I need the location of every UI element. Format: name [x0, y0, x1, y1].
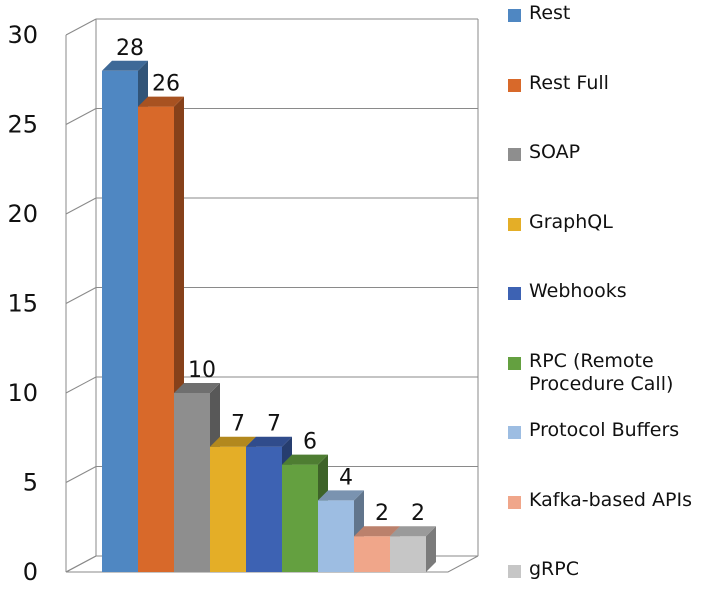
legend-swatch	[508, 78, 521, 92]
y-tick-label: 25	[7, 111, 38, 139]
legend-swatch	[508, 148, 521, 161]
y-tick-label: 15	[7, 290, 38, 318]
legend-swatch	[508, 565, 521, 578]
legend-label: Webhooks	[529, 280, 627, 302]
y-tick-label: 5	[23, 469, 38, 497]
legend-item: gRPC	[508, 558, 579, 581]
data-label: 10	[188, 358, 216, 383]
gridline-side	[65, 466, 97, 483]
legend-item: GraphQL	[508, 211, 613, 234]
data-label: 28	[116, 36, 144, 61]
bar-top	[390, 526, 436, 537]
bar-top	[210, 436, 256, 447]
legend-swatch	[508, 495, 521, 509]
bar-front	[282, 464, 318, 572]
bar-top	[354, 526, 400, 537]
data-label: 26	[152, 72, 180, 97]
legend-swatch	[508, 287, 521, 300]
bar	[138, 96, 184, 572]
y-tick-label: 0	[23, 558, 38, 586]
legend-label: Rest Full	[529, 71, 609, 94]
bar-front	[318, 500, 354, 572]
legend-label: Rest	[529, 2, 571, 24]
legend-item: RPC (Remote Procedure Call)	[508, 350, 673, 396]
gridline-side	[65, 376, 97, 394]
y-tick-label: 30	[7, 21, 38, 49]
legend-label: RPC (Remote Procedure Call)	[529, 349, 674, 395]
bars	[102, 60, 436, 573]
data-label: 6	[303, 430, 317, 455]
bar-top	[138, 96, 184, 107]
data-label: 2	[411, 501, 425, 526]
legend-label: gRPC	[529, 558, 579, 580]
bar-front	[390, 536, 426, 572]
legend-swatch	[508, 217, 521, 231]
bar-front	[138, 106, 174, 572]
bar-front	[210, 446, 246, 572]
bar	[390, 526, 436, 572]
legend-item: SOAP	[508, 141, 580, 164]
legend-item: Rest Full	[508, 72, 609, 95]
legend-label: Protocol Buffers	[529, 419, 680, 441]
data-label: 2	[375, 501, 389, 526]
legend-label: SOAP	[529, 141, 581, 163]
bar-front	[354, 536, 390, 572]
bar-side	[426, 526, 436, 572]
legend-item: Protocol Buffers	[508, 419, 679, 442]
data-label: 7	[231, 412, 245, 437]
bar-top	[102, 60, 148, 71]
legend-item: Kafka-based APIs	[508, 489, 692, 512]
gridline-side	[65, 108, 97, 125]
data-label: 4	[339, 465, 353, 490]
data-label: 7	[267, 412, 281, 437]
y-tick-label: 20	[7, 200, 38, 228]
legend-label: GraphQL	[529, 210, 613, 233]
legend-swatch	[508, 426, 521, 439]
bar-top	[174, 383, 220, 393]
gridline-side	[65, 18, 97, 36]
bar-front	[246, 446, 282, 572]
gridline-side	[65, 197, 97, 215]
bar-top	[246, 436, 292, 447]
legend-swatch	[508, 356, 521, 370]
legend-label: Kafka-based APIs	[529, 488, 692, 511]
legend-swatch	[508, 9, 521, 22]
bar-top	[282, 454, 328, 465]
legend-item: Rest	[508, 2, 570, 25]
bar-front	[102, 70, 138, 573]
y-axis: 0 5 10 15 20 25 30	[7, 21, 67, 586]
gridline-side	[65, 287, 97, 304]
bar-front	[174, 393, 210, 572]
y-tick-label: 10	[7, 379, 38, 407]
legend-item: Webhooks	[508, 280, 627, 303]
bar-top	[318, 490, 364, 501]
